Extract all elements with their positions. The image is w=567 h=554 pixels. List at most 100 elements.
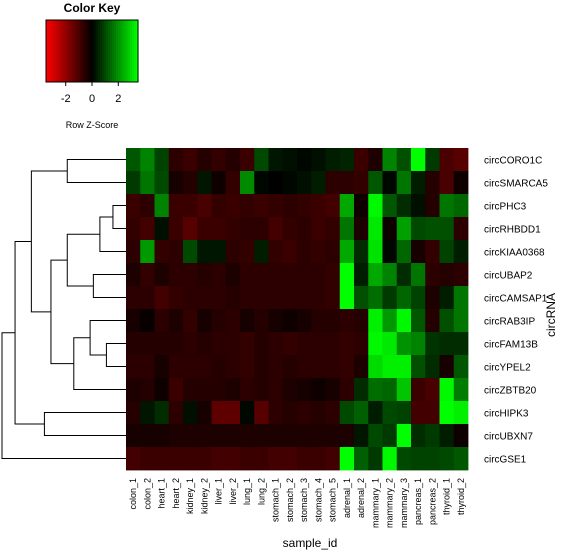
color-key-swatch	[68, 20, 71, 82]
color-key-swatch	[94, 20, 97, 82]
heatmap-cell	[396, 378, 412, 402]
heatmap-cell	[368, 355, 383, 379]
color-key-swatch	[128, 20, 131, 82]
heatmap-cell	[339, 309, 355, 333]
heatmap-cell	[411, 217, 426, 241]
heatmap-cell	[311, 355, 326, 379]
heatmap-cell	[411, 171, 426, 195]
heatmap-cell	[211, 194, 227, 218]
heatmap-cell	[268, 424, 284, 448]
heatmap-cell	[268, 401, 284, 425]
heatmap-cell	[354, 447, 369, 471]
heatmap-cell	[140, 171, 155, 195]
heatmap-cell	[453, 309, 469, 333]
heatmap-cell	[297, 447, 312, 471]
heatmap-cell	[339, 240, 355, 264]
heatmap-cell	[140, 194, 155, 218]
heatmap-cell	[126, 194, 141, 218]
heatmap-cell	[268, 171, 284, 195]
column-label: colon_1	[128, 478, 138, 510]
column-label: colon_2	[142, 478, 152, 510]
heatmap-cell	[311, 217, 326, 241]
color-key-swatch	[108, 20, 111, 82]
heatmap-cell	[382, 263, 398, 287]
heatmap-cell	[425, 194, 440, 218]
heatmap-cell	[282, 171, 298, 195]
heatmap-cell	[396, 355, 412, 379]
heatmap-cell	[368, 309, 383, 333]
column-label: mammary_3	[399, 478, 409, 528]
column-label: kidney_1	[185, 478, 195, 514]
color-key-swatch	[112, 20, 115, 82]
color-key-title: Color Key	[64, 1, 121, 15]
heatmap-cell	[311, 309, 326, 333]
heatmap-cell	[254, 148, 269, 172]
heatmap-cell	[396, 332, 412, 356]
color-key-swatch	[104, 20, 107, 82]
color-key-swatch	[130, 20, 133, 82]
column-label: adrenal_1	[342, 478, 352, 518]
heatmap-cell	[453, 263, 469, 287]
heatmap-cell	[154, 378, 170, 402]
heatmap-cell	[382, 194, 398, 218]
heatmap-cell	[297, 286, 312, 310]
heatmap-cell	[168, 217, 184, 241]
heatmap-cell	[240, 171, 255, 195]
heatmap-cell	[225, 309, 241, 333]
heatmap-cell	[282, 240, 298, 264]
heatmap-cell	[126, 240, 141, 264]
heatmap-cell	[311, 240, 326, 264]
heatmap-cell	[453, 240, 469, 264]
heatmap-cell	[225, 263, 241, 287]
column-label: adrenal_2	[356, 478, 366, 518]
heatmap-cell	[268, 447, 284, 471]
heatmap-cell	[382, 378, 398, 402]
heatmap-cell	[325, 240, 341, 264]
heatmap-cell	[354, 332, 369, 356]
heatmap-cell	[325, 447, 341, 471]
color-key-swatch	[62, 20, 65, 82]
heatmap-cell	[354, 378, 369, 402]
heatmap-cell	[411, 332, 426, 356]
dendrogram-branch	[73, 337, 126, 390]
heatmap-cell	[339, 378, 355, 402]
color-key-swatch	[60, 20, 63, 82]
heatmap-cell	[453, 332, 469, 356]
heatmap-cell	[183, 286, 198, 310]
heatmap-cell	[225, 424, 241, 448]
heatmap-cell	[368, 378, 383, 402]
heatmap-cell	[197, 309, 212, 333]
color-key-swatch	[48, 20, 51, 82]
heatmap-cell	[297, 263, 312, 287]
heatmap-cell	[168, 263, 184, 287]
heatmap-cell	[453, 378, 469, 402]
heatmap-cell	[396, 148, 412, 172]
heatmap-cell	[297, 217, 312, 241]
heatmap-cell	[439, 424, 455, 448]
heatmap-cell	[140, 447, 155, 471]
heatmap-cell	[368, 194, 383, 218]
heatmap-cell	[168, 148, 184, 172]
heatmap-cell	[382, 148, 398, 172]
heatmap-cell	[168, 401, 184, 425]
heatmap-cell	[425, 424, 440, 448]
heatmap-cell	[339, 424, 355, 448]
heatmap-cell	[211, 263, 227, 287]
row-label: circYPEL2	[484, 363, 531, 374]
heatmap-cell	[126, 148, 141, 172]
heatmap-cell	[168, 240, 184, 264]
dendrogram-branch	[1, 332, 126, 459]
heatmap-cell	[297, 424, 312, 448]
dendrogram-branch	[89, 320, 126, 356]
heatmap-cell	[382, 424, 398, 448]
color-key-swatch	[86, 20, 89, 82]
heatmap-cell	[382, 355, 398, 379]
color-key-swatch	[124, 20, 127, 82]
heatmap-cell	[368, 148, 383, 172]
column-label: stomach_3	[299, 478, 309, 522]
heatmap-cell	[197, 355, 212, 379]
heatmap-cell	[268, 286, 284, 310]
heatmap-cell	[396, 194, 412, 218]
heatmap-cell	[126, 217, 141, 241]
heatmap-cell	[282, 263, 298, 287]
